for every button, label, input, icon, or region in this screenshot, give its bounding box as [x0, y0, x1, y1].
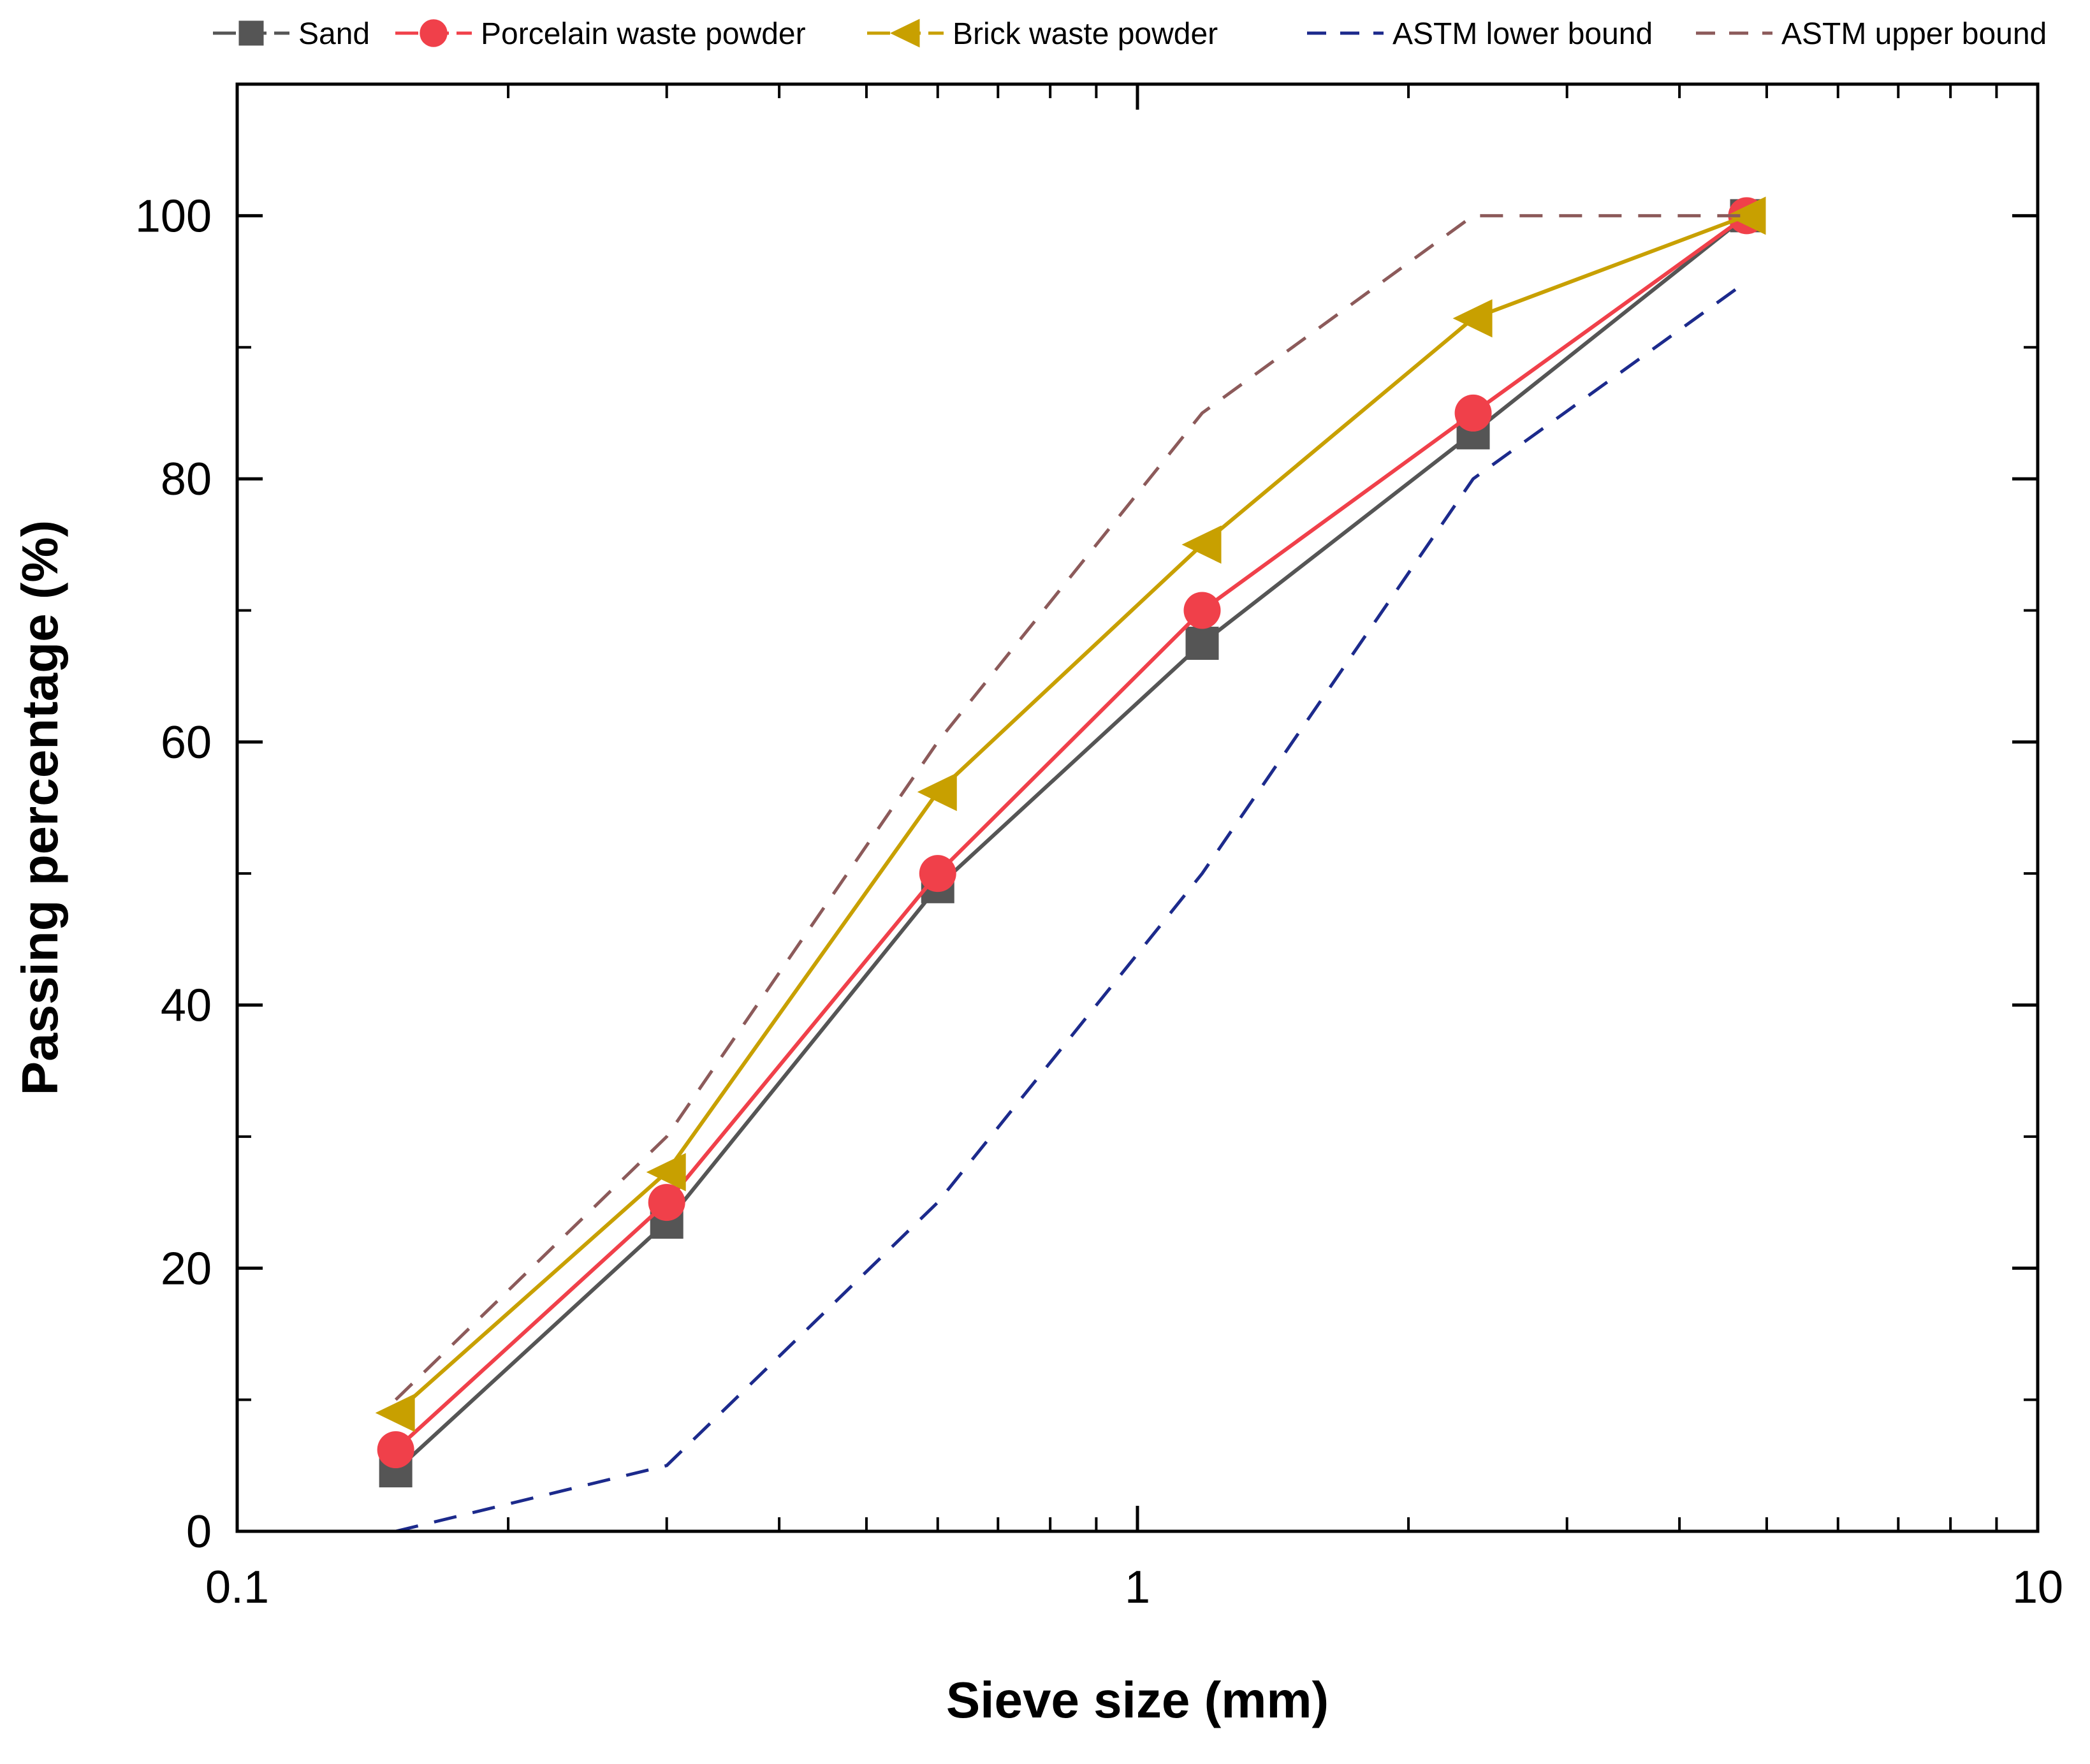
legend-marker-shape [238, 20, 264, 46]
data-point-porcelain-waste-powder [648, 1184, 685, 1221]
legend-label: Porcelain waste powder [481, 17, 806, 51]
data-point-porcelain-waste-powder [1454, 394, 1492, 432]
data-point-brick-waste-powder [375, 1394, 415, 1432]
legend-label: ASTM lower bound [1392, 17, 1653, 51]
y-axis-title: Passing percentage (%) [11, 520, 68, 1096]
series-line-astm-lower-bound [395, 280, 1748, 1533]
x-tick-label: 0.1 [205, 1562, 269, 1613]
data-point-brick-waste-powder [646, 1153, 686, 1192]
data-point-brick-waste-powder [1452, 299, 1493, 338]
series-line-sand [394, 214, 1748, 1473]
data-point-sand [1185, 627, 1219, 660]
data-point-brick-waste-powder [917, 773, 957, 812]
series-line-astm-upper-bound [394, 214, 1747, 1401]
data-point-porcelain-waste-powder [1183, 592, 1221, 629]
y-tick-label: 80 [161, 454, 212, 505]
legend-label: Sand [298, 17, 370, 51]
y-tick-label: 0 [186, 1506, 212, 1557]
series-brick-waste-powder [375, 196, 1766, 1432]
legend-label: ASTM upper bound [1781, 17, 2047, 51]
series-sand [379, 199, 1764, 1488]
y-tick-label: 60 [161, 717, 212, 768]
data-point-brick-waste-powder [1726, 196, 1766, 235]
series-astm-lower-bound [395, 280, 1748, 1533]
y-tick-label: 40 [161, 980, 212, 1031]
legend-marker-shape [890, 18, 920, 48]
series-porcelain-waste-powder [377, 197, 1765, 1469]
data-point-porcelain-waste-powder [919, 855, 956, 893]
legend-item-sand: Sand [213, 17, 370, 51]
series-line-porcelain-waste-powder [394, 214, 1748, 1452]
series-layer [375, 196, 1766, 1533]
legend-marker-shape [420, 19, 448, 47]
data-point-porcelain-waste-powder [377, 1431, 414, 1469]
legend-item-brick-waste-powder: Brick waste powder [867, 17, 1218, 51]
legend-item-astm-upper-bound: ASTM upper bound [1696, 17, 2047, 51]
series-astm-upper-bound [394, 214, 1747, 1401]
legend-label: Brick waste powder [953, 17, 1218, 51]
y-tick-label: 20 [161, 1243, 212, 1294]
x-axis-title: Sieve size (mm) [946, 1672, 1329, 1728]
legend: Sand Porcelain waste powder Brick waste po… [213, 17, 2047, 51]
data-point-brick-waste-powder [1181, 525, 1222, 564]
legend-marker-sand [238, 20, 264, 46]
legend-item-astm-lower-bound: ASTM lower bound [1307, 17, 1653, 51]
legend-marker-brick-waste-powder [890, 18, 920, 48]
series-line-brick-waste-powder [394, 214, 1748, 1415]
legend-item-porcelain-waste-powder: Porcelain waste powder [395, 17, 806, 51]
x-tick-label: 10 [2012, 1562, 2063, 1613]
y-tick-label: 100 [135, 191, 212, 242]
x-tick-label: 1 [1125, 1562, 1150, 1613]
legend-marker-porcelain-waste-powder [420, 19, 448, 47]
